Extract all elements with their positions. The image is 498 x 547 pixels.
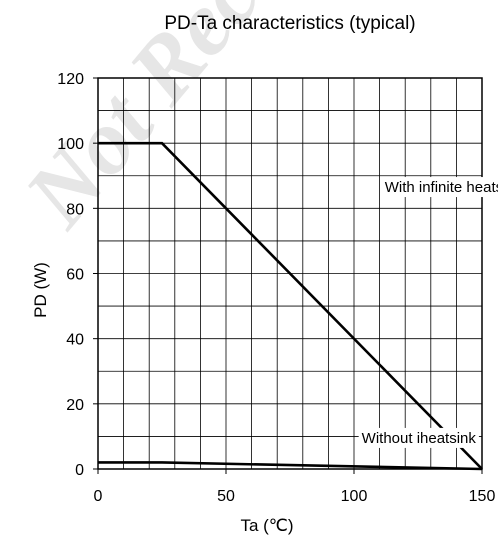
x-tick-labels: 0 50 100 150 bbox=[94, 469, 496, 505]
annotation-bg-0 bbox=[381, 177, 498, 198]
series-lines bbox=[98, 141, 483, 471]
watermark: Not Rec bbox=[5, 0, 279, 246]
y-tick-label-0: 0 bbox=[75, 462, 84, 479]
series-line-1 bbox=[98, 461, 483, 471]
y-tick-label-6: 120 bbox=[57, 71, 84, 88]
y-axis-label: PD (W) bbox=[31, 262, 50, 318]
x-axis-label: Ta (℃) bbox=[240, 516, 293, 535]
y-tick-label-2: 40 bbox=[66, 332, 84, 349]
annotations: With infinite heatsink Without iheatsink bbox=[358, 177, 498, 448]
y-tick-label-5: 100 bbox=[57, 136, 84, 153]
series-line-0 bbox=[98, 141, 483, 470]
x-tick-label-2: 100 bbox=[341, 488, 368, 505]
y-tick-label-1: 20 bbox=[66, 397, 84, 414]
chart-title: PD-Ta characteristics (typical) bbox=[164, 13, 415, 34]
grid bbox=[98, 78, 482, 469]
annotation-0: With infinite heatsink bbox=[385, 179, 498, 196]
x-tick-label-0: 0 bbox=[94, 488, 103, 505]
x-tick-label-3: 150 bbox=[469, 488, 496, 505]
annotation-bg-1 bbox=[358, 427, 479, 448]
x-tick-label-1: 50 bbox=[217, 488, 235, 505]
annotation-1: Without iheatsink bbox=[362, 430, 477, 447]
y-tick-labels: 0 20 40 60 80 100 120 bbox=[57, 71, 98, 479]
y-tick-label-4: 80 bbox=[66, 201, 84, 218]
y-tick-label-3: 60 bbox=[66, 267, 84, 284]
